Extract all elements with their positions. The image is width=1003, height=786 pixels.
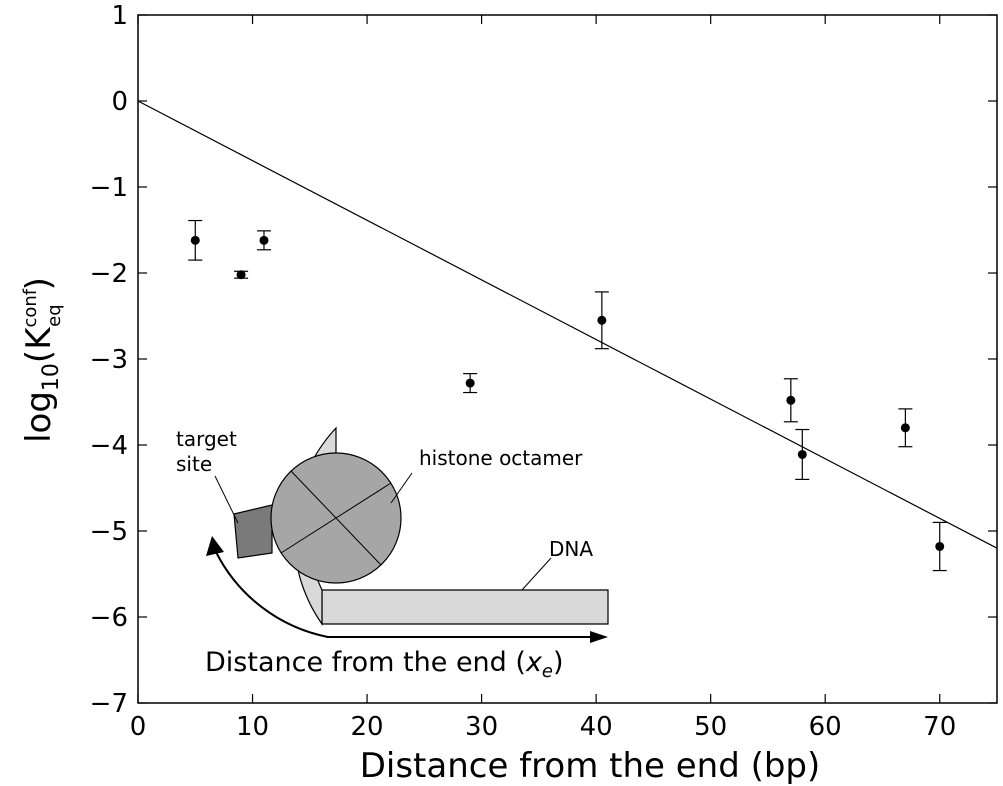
data-point [259, 235, 269, 245]
y-tick-label: −6 [90, 603, 128, 633]
data-point [786, 395, 796, 405]
inset-axis-sub: e [542, 661, 553, 682]
curve-arrowhead-icon [206, 536, 224, 556]
histone-divider-2 [280, 482, 392, 554]
inset-axis-var: x [525, 647, 543, 678]
histone-label: histone octamer [419, 446, 583, 470]
inset-schematic: target site histone octamer DNA Distance… [176, 426, 609, 682]
y-title-sub-eq: eq [44, 304, 65, 327]
distance-curve-arrow [215, 551, 329, 638]
inset-axis-label-text: Distance from the end ( [205, 647, 526, 678]
data-points [188, 219, 947, 572]
dna-label: DNA [549, 537, 593, 561]
data-point [900, 423, 910, 433]
dna-leader-line [521, 557, 552, 591]
data-point-group [795, 428, 810, 480]
data-point [797, 449, 807, 459]
inset-axis-close: ) [553, 647, 564, 678]
x-tick-label: 30 [465, 712, 498, 742]
x-tick-label: 0 [130, 712, 147, 742]
x-axis-title: Distance from the end (bp) [360, 746, 821, 786]
data-point-group [234, 270, 249, 280]
x-tick-label: 20 [351, 712, 384, 742]
y-tick-label: −7 [90, 689, 128, 719]
y-tick-labels: 1 0 −1 −2 −3 −4 −5 −6 −7 [90, 1, 128, 719]
y-tick-label: −5 [90, 517, 128, 547]
data-point [465, 378, 475, 388]
target-label-line1: target [176, 427, 237, 451]
y-title-open: (K [19, 326, 59, 363]
y-title-sub10: 10 [39, 363, 64, 391]
y-title-sup: conf [20, 288, 41, 327]
data-point [236, 270, 246, 280]
data-point-group [932, 521, 947, 572]
target-leader-line [214, 475, 239, 524]
data-point-group [256, 230, 271, 251]
y-tick-label: 1 [111, 1, 128, 31]
y-tick-label: −4 [90, 431, 128, 461]
x-tick-label: 40 [580, 712, 613, 742]
x-tick-label: 60 [809, 712, 842, 742]
data-point [190, 235, 200, 245]
y-tick-label: −1 [90, 173, 128, 203]
histone-leader-line [390, 472, 413, 504]
x-tick-label: 50 [694, 712, 727, 742]
target-label-line2: site [176, 452, 212, 476]
data-point-group [594, 291, 609, 350]
y-tick-label: 0 [111, 87, 128, 117]
data-point-group [898, 408, 913, 448]
y-axis-title: log10(Kconf eq) [19, 277, 65, 443]
y-title-log: log [19, 391, 59, 443]
x-tick-label: 70 [923, 712, 956, 742]
data-point-group [188, 219, 203, 261]
target-site-wedge [233, 504, 273, 559]
x-tick-labels: 0 10 20 30 40 50 60 70 [130, 712, 957, 742]
inset-axis-label: Distance from the end (xe) [205, 647, 564, 682]
straight-arrowhead-icon [590, 631, 608, 643]
dna-straight-arm [321, 589, 609, 625]
data-point-group [783, 378, 798, 423]
data-point [935, 541, 945, 551]
data-point-group [463, 373, 478, 394]
axis-ticks [137, 14, 997, 704]
y-tick-label: −2 [90, 259, 128, 289]
fit-line [137, 100, 998, 549]
y-tick-label: −3 [90, 345, 128, 375]
x-tick-label: 10 [236, 712, 269, 742]
data-point [597, 315, 607, 325]
y-title-close: ) [19, 277, 59, 290]
